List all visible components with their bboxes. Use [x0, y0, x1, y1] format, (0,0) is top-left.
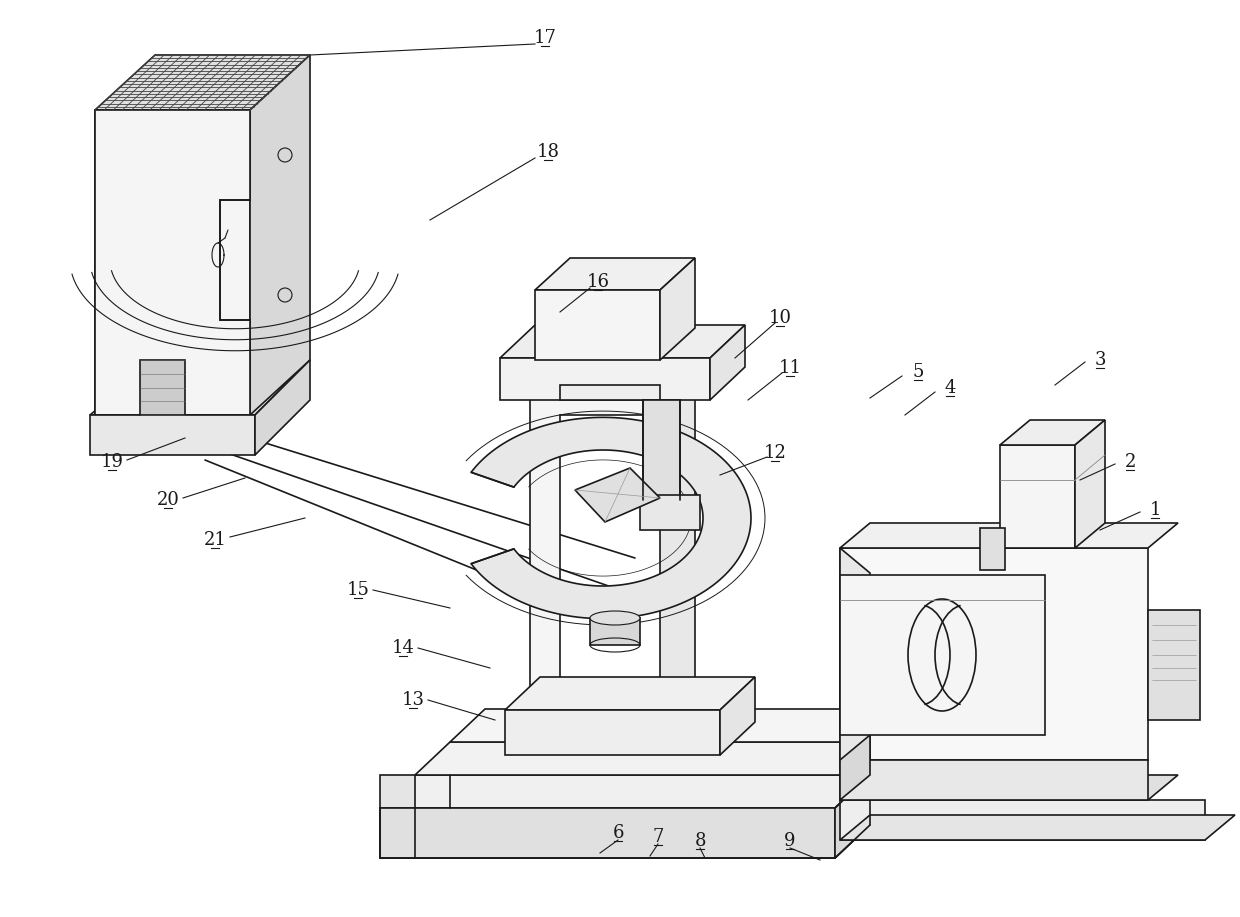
Polygon shape: [839, 523, 1178, 548]
Polygon shape: [471, 417, 751, 619]
Polygon shape: [529, 385, 660, 720]
Polygon shape: [500, 325, 745, 358]
Text: 6: 6: [613, 824, 624, 842]
Text: 10: 10: [769, 309, 791, 327]
Polygon shape: [379, 808, 835, 858]
Polygon shape: [980, 528, 1004, 570]
Polygon shape: [95, 110, 250, 415]
Polygon shape: [711, 325, 745, 400]
Polygon shape: [720, 677, 755, 755]
Text: 20: 20: [156, 491, 180, 509]
Text: 15: 15: [346, 581, 370, 599]
Text: 17: 17: [533, 29, 557, 47]
Polygon shape: [95, 55, 310, 110]
Polygon shape: [999, 445, 1075, 548]
Polygon shape: [500, 358, 711, 400]
Text: 5: 5: [913, 363, 924, 381]
Text: 14: 14: [392, 639, 414, 657]
Polygon shape: [575, 468, 660, 522]
Polygon shape: [534, 258, 694, 290]
Text: 1: 1: [1149, 501, 1161, 519]
Polygon shape: [839, 575, 1045, 735]
Text: 7: 7: [652, 828, 663, 846]
Text: 19: 19: [100, 453, 124, 471]
Text: 21: 21: [203, 531, 227, 549]
Polygon shape: [839, 815, 1235, 840]
Polygon shape: [505, 710, 720, 755]
Text: 11: 11: [779, 359, 801, 377]
Text: 3: 3: [1094, 351, 1106, 369]
Polygon shape: [529, 352, 694, 385]
Polygon shape: [379, 808, 415, 858]
Polygon shape: [250, 55, 310, 415]
Polygon shape: [379, 775, 415, 808]
Polygon shape: [379, 775, 870, 808]
Text: 13: 13: [402, 691, 424, 709]
Polygon shape: [839, 735, 870, 800]
Polygon shape: [839, 548, 1148, 760]
Text: 8: 8: [694, 832, 706, 850]
Polygon shape: [91, 360, 310, 415]
Ellipse shape: [590, 611, 640, 625]
Polygon shape: [95, 110, 250, 415]
Polygon shape: [140, 360, 185, 415]
Polygon shape: [660, 258, 694, 360]
Polygon shape: [839, 775, 1178, 800]
Polygon shape: [839, 548, 870, 785]
Polygon shape: [590, 618, 640, 645]
Polygon shape: [534, 290, 660, 360]
Polygon shape: [835, 775, 870, 858]
Polygon shape: [91, 415, 255, 455]
Polygon shape: [660, 352, 694, 720]
Polygon shape: [1075, 420, 1105, 548]
Polygon shape: [560, 385, 660, 400]
Polygon shape: [640, 495, 701, 530]
Polygon shape: [644, 400, 680, 500]
Polygon shape: [1148, 610, 1200, 720]
Polygon shape: [450, 709, 940, 742]
Polygon shape: [999, 420, 1105, 445]
Polygon shape: [839, 800, 1205, 840]
Text: 9: 9: [784, 832, 796, 850]
Text: 2: 2: [1125, 453, 1136, 471]
Text: 16: 16: [587, 273, 610, 291]
Polygon shape: [255, 360, 310, 455]
Polygon shape: [415, 742, 905, 775]
Text: 4: 4: [945, 379, 956, 397]
Text: 18: 18: [537, 143, 559, 161]
Polygon shape: [839, 760, 1148, 800]
Text: 12: 12: [764, 444, 786, 462]
Polygon shape: [379, 825, 870, 858]
Polygon shape: [505, 677, 755, 710]
